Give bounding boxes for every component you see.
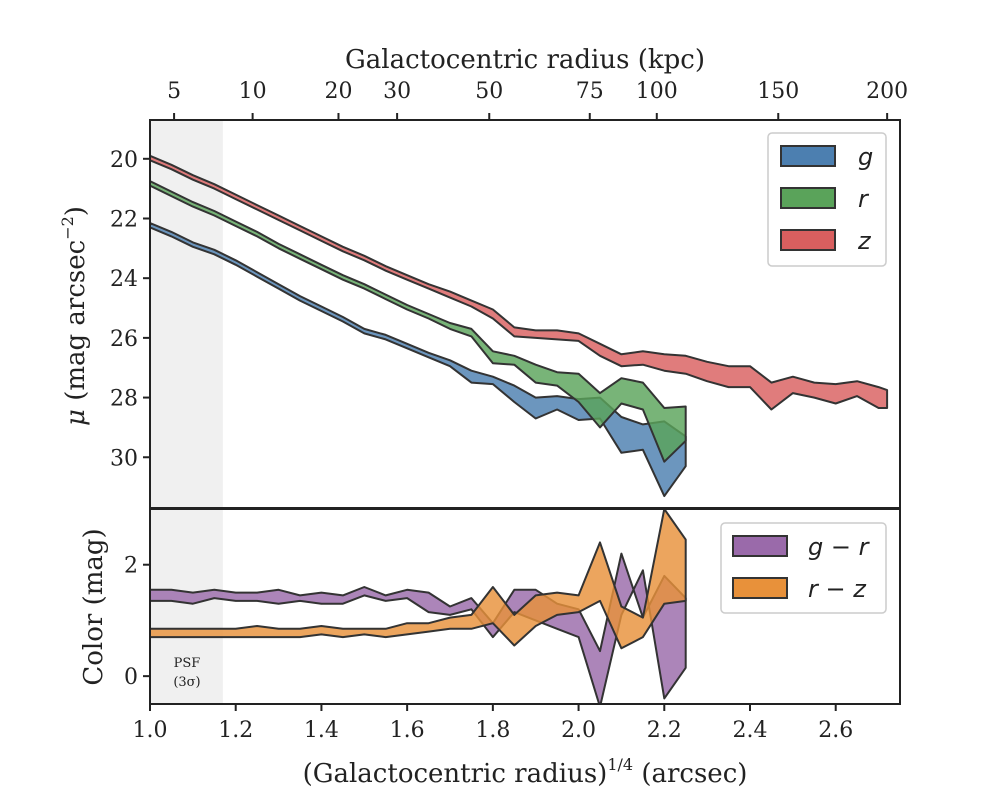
top-xtick-label-5: 75 <box>576 79 604 104</box>
axis-ticks: 20 22 24 26 28 30 0 2 1.0 1.2 1.4 1.6 1.8 2.0 2.2 2.4 2.… <box>110 79 908 743</box>
ytick-label-top-0: 20 <box>110 148 138 173</box>
ytick-label-top-1: 22 <box>110 207 138 232</box>
legend-swatch-g <box>780 145 836 167</box>
band-g <box>150 222 687 498</box>
y-axis-title-top: μ (mag arcsec−2) <box>58 206 91 426</box>
legend-label-g-r: g − r <box>808 533 871 561</box>
top-axis-title: Galactocentric radius (kpc) <box>345 45 705 75</box>
xtick-label-4: 1.8 <box>475 718 510 743</box>
top-xtick-label-8: 200 <box>866 79 908 104</box>
ytick-label-top-5: 30 <box>110 446 138 471</box>
ytick-label-bottom-1: 2 <box>124 554 138 579</box>
legend-label-z: z <box>857 227 872 255</box>
xtick-label-6: 2.2 <box>647 718 682 743</box>
band-z <box>150 154 889 411</box>
band-r <box>150 180 687 463</box>
xtick-label-2: 1.4 <box>304 718 339 743</box>
legend-label-r: r <box>858 185 870 213</box>
psf-annotation-line2: (3σ) <box>173 675 200 690</box>
top-xtick-label-4: 50 <box>475 79 503 104</box>
band-r-minus-z <box>150 509 687 650</box>
top-xtick-label-1: 10 <box>239 79 267 104</box>
top-xtick-label-7: 150 <box>757 79 799 104</box>
ytick-label-top-2: 24 <box>110 267 138 292</box>
color-series <box>150 509 687 704</box>
xtick-label-0: 1.0 <box>133 718 168 743</box>
legend-label-g: g <box>858 143 873 171</box>
x-axis-title: (Galactocentric radius)1/4 (arcsec) <box>303 755 748 789</box>
top-xtick-label-6: 100 <box>636 79 678 104</box>
band-g-minus-r <box>150 552 687 704</box>
xtick-label-3: 1.6 <box>390 718 425 743</box>
psf-annotation-line1: PSF <box>174 656 201 671</box>
legend-bottom: g − r r − z <box>720 522 887 614</box>
xtick-label-7: 2.4 <box>733 718 768 743</box>
psf-shaded-region-top <box>150 120 223 508</box>
xtick-label-1: 1.2 <box>218 718 253 743</box>
y-axis-title-bottom: Color (mag) <box>79 528 109 685</box>
ytick-label-bottom-0: 0 <box>124 665 138 690</box>
top-xtick-label-3: 30 <box>383 79 411 104</box>
legend-label-r-z: r − z <box>808 575 867 603</box>
psf-shaded-region-bottom <box>150 509 223 704</box>
top-xtick-label-0: 5 <box>167 79 181 104</box>
bottom-panel-frame <box>149 508 901 705</box>
xtick-label-8: 2.6 <box>818 718 853 743</box>
legend-top: g r z <box>767 132 887 267</box>
top-xtick-label-2: 20 <box>324 79 352 104</box>
legend-swatch-r <box>780 187 836 209</box>
legend-swatch-z <box>780 229 836 251</box>
xtick-label-5: 2.0 <box>561 718 596 743</box>
surface-brightness-series <box>150 154 889 498</box>
legend-swatch-g-r <box>732 535 788 557</box>
ytick-label-top-3: 26 <box>110 327 138 352</box>
ytick-label-top-4: 28 <box>110 387 138 412</box>
legend-swatch-r-z <box>732 577 788 599</box>
